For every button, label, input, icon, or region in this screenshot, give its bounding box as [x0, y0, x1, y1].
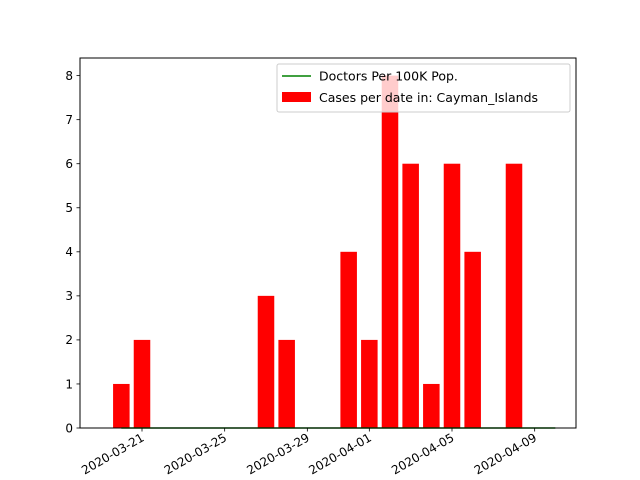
bar — [361, 339, 378, 428]
x-tick-label: 2020-03-25 — [162, 430, 229, 477]
x-tick-label: 2020-04-05 — [389, 430, 456, 477]
plot-frame — [79, 57, 577, 429]
bar — [257, 295, 275, 428]
bar — [278, 339, 295, 428]
y-tick-label: 1 — [65, 377, 73, 391]
y-tick-label: 2 — [65, 333, 73, 347]
bar — [464, 251, 481, 428]
legend-bar-swatch — [282, 92, 311, 102]
bar — [443, 163, 461, 428]
bar — [505, 163, 523, 428]
x-tick-label: 2020-03-21 — [79, 430, 146, 477]
x-tick-label: 2020-04-01 — [306, 430, 373, 477]
legend: Doctors Per 100K Pop. Cases per date in:… — [276, 63, 571, 113]
x-tick-label: 2020-04-09 — [472, 430, 539, 477]
y-tick-label: 4 — [65, 245, 73, 259]
bar — [133, 339, 151, 428]
y-axis: 0 1 2 3 4 5 6 7 8 — [65, 69, 80, 435]
bars — [113, 75, 523, 429]
bar — [423, 383, 440, 428]
y-tick-label: 7 — [65, 113, 73, 127]
bar — [402, 163, 419, 428]
x-tick-label: 2020-03-29 — [244, 430, 311, 477]
y-tick-label: 8 — [65, 69, 73, 83]
legend-box — [276, 63, 571, 113]
bar — [113, 383, 130, 428]
x-axis: 2020-03-21 2020-03-25 2020-03-292020-04-01… — [79, 428, 539, 477]
bar — [381, 75, 399, 429]
legend-bar-label: Cases per date in: Cayman_Islands — [319, 90, 538, 105]
y-tick-label: 3 — [65, 289, 73, 303]
y-tick-label: 0 — [65, 421, 73, 435]
y-tick-label: 5 — [65, 201, 73, 215]
y-tick-label: 6 — [65, 157, 73, 171]
bar — [340, 251, 357, 428]
legend-line-label: Doctors Per 100K Pop. — [319, 69, 458, 84]
